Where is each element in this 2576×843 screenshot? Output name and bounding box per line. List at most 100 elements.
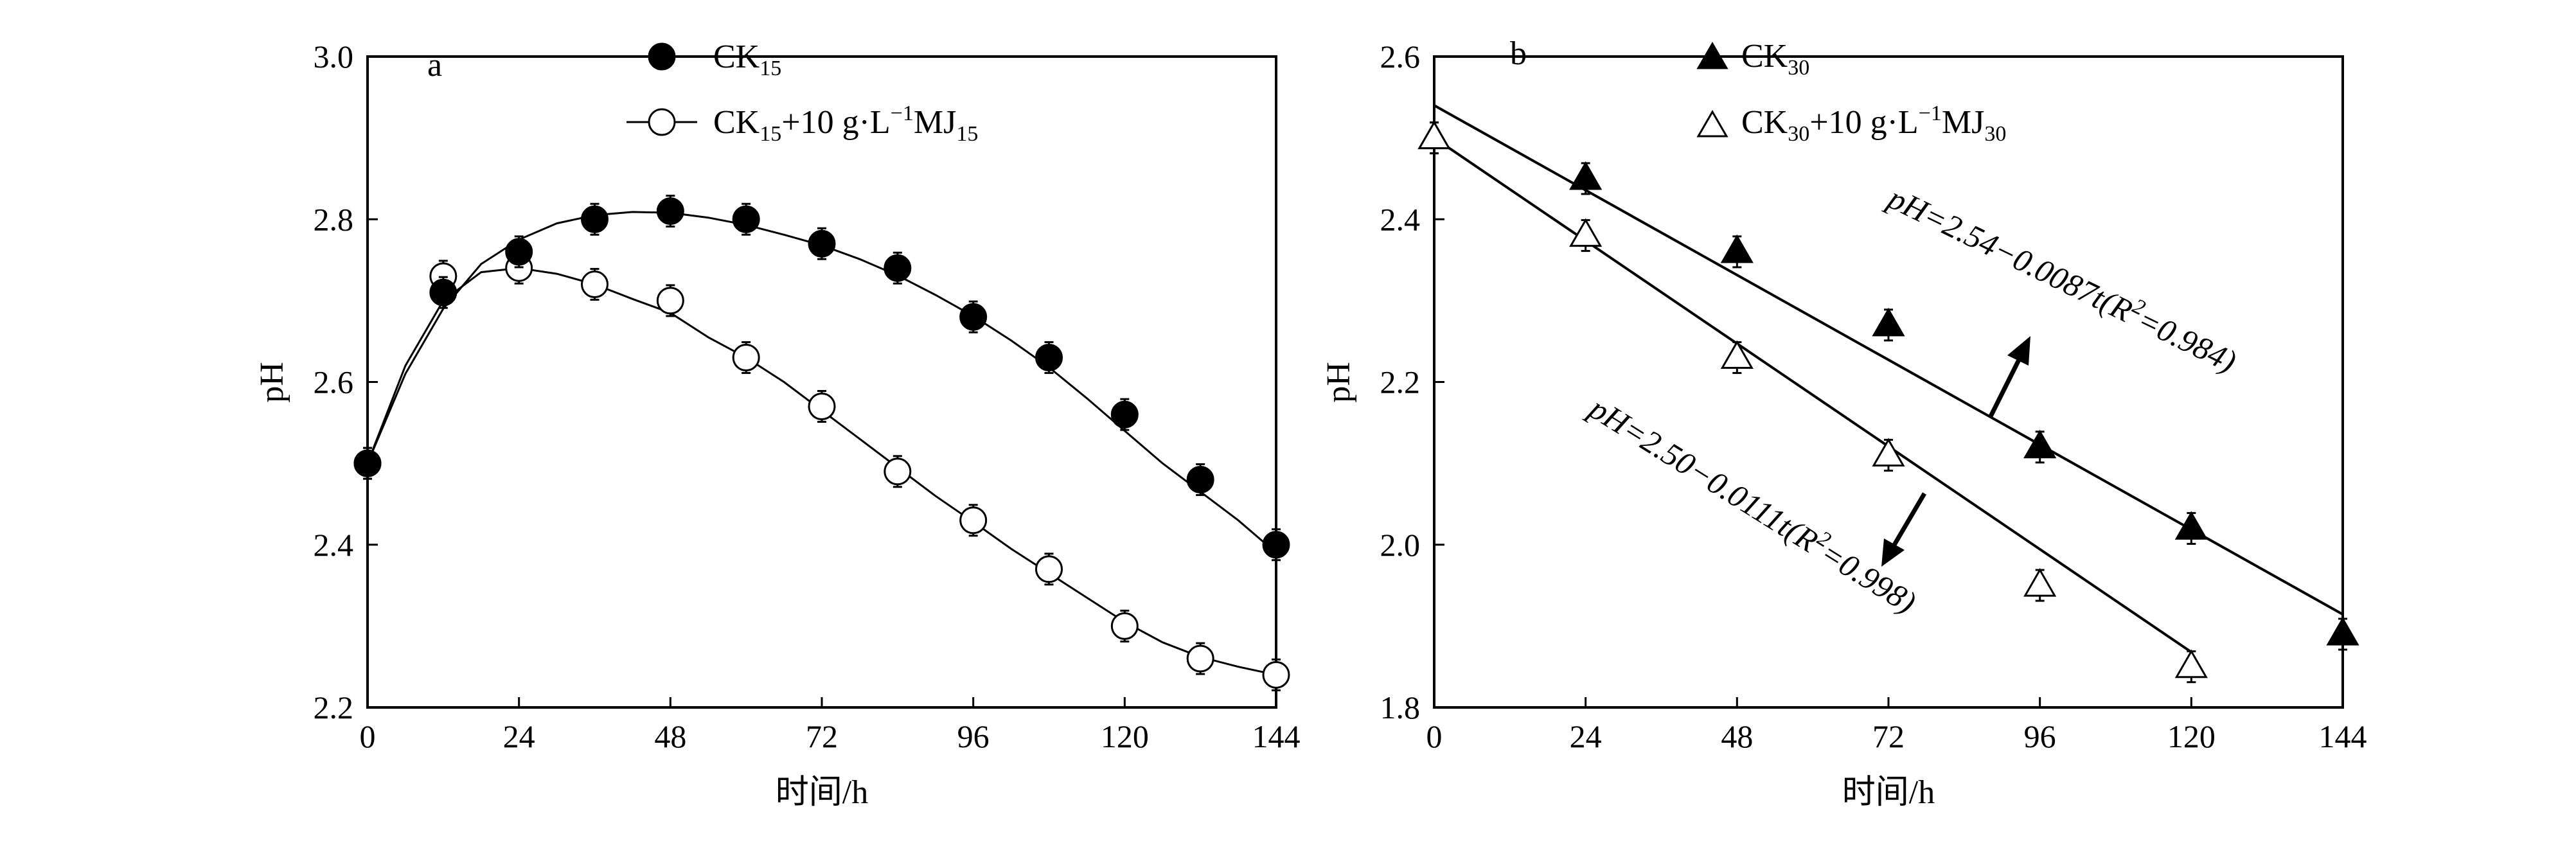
a-series-1-point	[581, 205, 608, 233]
equation-ck30: pH=2.54−0.0087t(R2=0.984)	[1881, 177, 2243, 380]
panel-a-ticks: 0 24 48 72 96 120 144 2.2 2.4 2.6 2.8 3.0	[314, 39, 1301, 754]
panel-b-points	[1417, 120, 2359, 684]
b-series-2-point	[1417, 120, 1451, 150]
a-series-2-point	[1110, 612, 1139, 640]
b-series-2-point	[2174, 649, 2208, 679]
a-x-tick-label: 0	[360, 718, 376, 754]
equation-ck30-text: pH=2.54−0.0087t(R2=0.984)	[1881, 177, 2243, 380]
a-series-1-point	[808, 229, 836, 258]
panel-a: a 0 24 48 72 96 120 144 2.2 2.4 2.6 2.8 3.0 时间/h pH…	[254, 39, 1301, 811]
a-series-1-point	[959, 303, 988, 331]
legend-b2-sup: −1	[1919, 102, 1942, 125]
equation-ck30mj: pH=2.50−0.0111t(R2=0.998)	[1582, 387, 1924, 621]
legend-a1-base: CK	[713, 39, 760, 75]
equation-ck30mj-post: =0.998)	[1815, 535, 1923, 621]
equation-ck30mj-text: pH=2.50−0.0111t(R2=0.998)	[1582, 387, 1924, 621]
b-x-tick-label: 72	[1872, 718, 1905, 754]
a-y-tick-label: 3.0	[314, 39, 354, 75]
a-series-1-point	[1262, 531, 1290, 559]
a-y-tick-label: 2.6	[314, 364, 354, 400]
legend-a1-sub: 15	[759, 57, 781, 80]
b-series-1-point	[2023, 429, 2057, 459]
b-series-2-point	[1872, 438, 1905, 466]
a-x-tick-label: 144	[1252, 718, 1301, 754]
b-x-tick-label: 48	[1721, 718, 1753, 754]
legend-a1-label: CK15	[713, 39, 781, 80]
legend-b2-base: CK	[1741, 104, 1788, 141]
legend-a2-sub2: 15	[956, 122, 978, 146]
b-series-2-point	[2023, 568, 2057, 597]
legend-a2-mid: +10 g·L	[781, 104, 890, 141]
a-series-2-point	[1035, 555, 1063, 583]
panel-a-x-axis-title: 时间/h	[776, 774, 868, 811]
b-series-1-point	[2174, 511, 2208, 540]
a-y-tick-label: 2.4	[314, 527, 354, 563]
a-series-2-curve	[366, 267, 1277, 676]
legend-b2-label: CK30+10 g·L−1MJ30	[1741, 102, 2006, 146]
legend-b2-sub2: 30	[1984, 122, 2006, 146]
legend-a1-marker	[648, 42, 676, 71]
panel-a-legend: CK15 CK15+10 g·L−1MJ15	[626, 39, 978, 146]
b-y-tick-label: 2.6	[1380, 39, 1421, 75]
a-x-tick-label: 48	[654, 718, 686, 754]
a-series-1-curve	[366, 211, 1277, 554]
legend-a2-base: CK	[713, 104, 760, 141]
panel-b-label: b	[1510, 35, 1527, 72]
b-x-tick-label: 0	[1426, 718, 1443, 754]
a-series-1-point	[1186, 465, 1214, 493]
legend-b2-tail: MJ	[1942, 104, 1984, 141]
legend-a2-sup: −1	[891, 102, 914, 125]
a-series-2-point	[1186, 644, 1214, 673]
legend-b1-label: CK30	[1741, 38, 1809, 80]
legend-b1-sub: 30	[1788, 56, 1809, 80]
panel-b-ticks: 0 24 48 72 96 120 144 1.8 2.0 2.2 2.4 2.6	[1380, 39, 2367, 754]
a-series-2-point	[884, 457, 912, 486]
b-series-2-fit-line	[1433, 136, 2192, 653]
a-series-2-point	[959, 506, 988, 535]
b-y-tick-label: 2.0	[1380, 527, 1421, 563]
equation-ck30-post: =0.984)	[2132, 301, 2242, 380]
a-x-tick-label: 24	[503, 718, 535, 754]
a-y-tick-label: 2.8	[314, 201, 354, 237]
legend-a2-label: CK15+10 g·L−1MJ15	[713, 102, 978, 146]
b-series-1-point	[2326, 617, 2359, 646]
legend-a2-marker	[648, 108, 676, 136]
a-series-2-point	[732, 344, 760, 372]
panel-b: b 0 24 48 72 96 120 144 1.8 2.0 2.2 2.4 2.6 时间/h pH…	[1320, 35, 2367, 811]
a-x-tick-label: 120	[1101, 718, 1149, 754]
a-y-tick-label: 2.2	[314, 689, 354, 725]
a-series-2-point	[808, 392, 836, 420]
b-x-tick-label: 144	[2319, 718, 2367, 754]
legend-a2-tail: MJ	[914, 104, 956, 141]
b-series-1-point	[1872, 307, 1905, 337]
legend-b1-base: CK	[1741, 38, 1788, 75]
b-x-tick-label: 96	[2024, 718, 2056, 754]
panel-a-points	[353, 195, 1290, 691]
a-series-1-point	[1035, 344, 1063, 372]
equation-ck30-arrow	[1988, 336, 2030, 418]
legend-b2-marker	[1696, 110, 1728, 138]
panel-b-y-axis-title: pH	[1320, 362, 1357, 403]
a-x-tick-label: 96	[957, 718, 990, 754]
equation-ck30mj-pre: pH=2.50−0.0111	[1582, 389, 1791, 538]
b-y-tick-label: 2.4	[1380, 201, 1421, 237]
a-series-1-point	[1110, 400, 1139, 429]
panel-a-label: a	[427, 47, 442, 84]
a-series-1-point	[429, 278, 457, 306]
panel-a-frame	[366, 55, 1277, 709]
legend-b2-mid: +10 g·L	[1809, 104, 1918, 141]
a-series-1-point	[732, 205, 760, 233]
b-y-tick-label: 1.8	[1380, 689, 1421, 725]
b-series-1-point	[1720, 234, 1754, 263]
b-series-2-point	[1569, 218, 1603, 247]
b-x-tick-label: 120	[2167, 718, 2216, 754]
legend-b1-marker	[1696, 42, 1728, 69]
equation-ck30mj-arrow	[1881, 492, 1927, 567]
a-series-1-point	[884, 254, 912, 282]
a-series-1-point	[656, 197, 684, 226]
a-series-1-point	[353, 449, 382, 477]
b-series-2-point	[1720, 340, 1754, 369]
equation-ck30-pre: pH=2.54−0.0087	[1881, 179, 2104, 312]
a-series-2-point	[656, 287, 684, 315]
